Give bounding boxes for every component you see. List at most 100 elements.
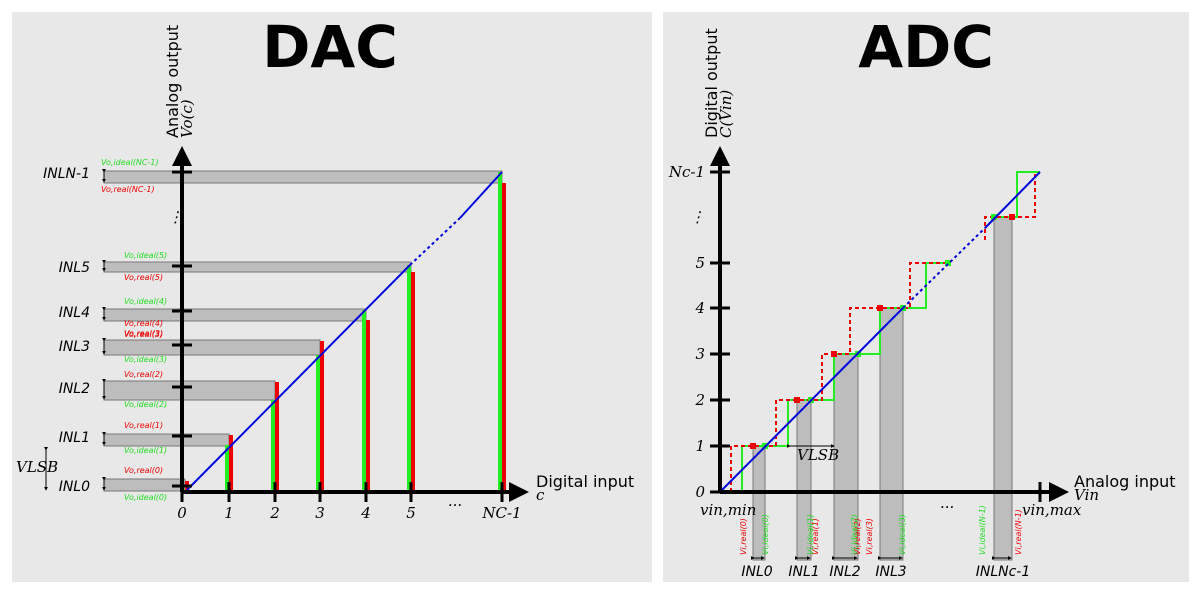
dac-ideal-label: Vo,ideal(3) (124, 355, 167, 364)
dac-inl-band (103, 170, 503, 184)
dac-x-tick-label: 1 (224, 504, 234, 522)
dac-real-bar (502, 183, 506, 492)
adc-inl-label: INL2 (829, 564, 860, 580)
dac-inl-band (103, 339, 321, 356)
dac-ideal-bar (316, 355, 320, 492)
dac-ideal-label: Vo,ideal(5) (124, 251, 167, 260)
dac-ideal-bar (225, 445, 229, 492)
adc-ideal-label-group: Vi,ideal(N-1) (978, 505, 987, 555)
dac-x-tick-label: ... (448, 492, 462, 510)
adc-y-tick-label: 0 (695, 483, 705, 501)
dac-inl-label: INLN-1 (43, 166, 90, 182)
dac-inl-label: INL5 (59, 260, 90, 276)
dac-real-bar (366, 320, 370, 492)
adc-bottom-labels: Vi,real(0) Vi,real(1) Vi,real(2) Vi,real(3)… (739, 505, 1030, 580)
adc-panel: ADC 0 1 2 3 4 5 ⋮ Nc-1 Analog input Vin Digital… (663, 12, 1189, 582)
adc-y-tick-label: 2 (694, 391, 705, 409)
adc-y-axis-title: Digital output C(Vin) (702, 28, 735, 138)
adc-x-max: vin,max (1022, 501, 1082, 519)
dac-y-axis-var: Vo(c) (178, 99, 196, 138)
dac-ideal-line-end (459, 171, 503, 219)
adc-real-label: Vi,real(1) (811, 518, 820, 555)
adc-real-point (794, 397, 800, 403)
dac-background (12, 12, 652, 582)
dac-inl-label: INL2 (59, 381, 90, 397)
adc-real-point (831, 351, 837, 357)
dac-vlsb: VLSB (16, 458, 58, 476)
adc-inl-bands (750, 216, 1013, 561)
adc-ideal-label-group: Vi,ideal(1) (806, 514, 815, 555)
dac-inl-labels: INL0 INL1 INL2 INL3 INL4 INL5 INLN-1 Vo,ideal(0… (43, 158, 192, 502)
dac-bars (181, 172, 506, 492)
adc-ideal-line (719, 307, 904, 493)
adc-real-label-group: Vi,real(0) (739, 518, 748, 555)
adc-real-label: Vi,real(2) (853, 518, 862, 555)
adc-x-dots: ... (940, 494, 954, 512)
adc-y-tick-label: 3 (695, 345, 705, 363)
adc-ideal-label: Vi,ideal(2) (850, 514, 859, 555)
dac-real-bar (320, 341, 324, 492)
dac-real-label: Vo,real(4) (124, 319, 163, 328)
dac-ideal-bar (362, 310, 366, 492)
adc-real-label: Vi,real(0) (739, 518, 748, 555)
adc-inl-band (833, 353, 859, 561)
adc-ideal-line-end (984, 171, 1041, 229)
dac-real-label: Vo,real(1) (124, 421, 163, 430)
dac-inl-band (103, 433, 230, 447)
adc-inl-label: INL1 (788, 564, 819, 580)
adc-ideal-label: Vi,ideal(1) (806, 514, 815, 555)
adc-y-tick-label: 5 (695, 254, 705, 272)
adc-ideal-label: Vi,ideal(N-1) (978, 505, 987, 555)
dac-x-tick-label: 2 (269, 504, 280, 522)
adc-y-axis-var: C(Vin) (717, 90, 735, 138)
adc-x-axis-var: Vin (1074, 486, 1099, 504)
adc-ideal-label-group: Vi,ideal(3) (898, 514, 907, 555)
adc-real-label-group: Vi,real(N-1) (1014, 509, 1023, 555)
dac-inl-bands (102, 168, 503, 492)
adc-real-label: Vi,real(3) (865, 518, 874, 555)
dac-inl-label: INL1 (59, 430, 90, 446)
adc-real-label-group: Vi,real(1) (811, 518, 820, 555)
adc-y-tick-label: 1 (695, 437, 705, 455)
dac-inl-label: INL4 (59, 305, 90, 321)
dac-inl-label: INL3 (59, 339, 90, 355)
adc-real-staircase (730, 172, 1036, 492)
dac-ideal-label: Vo,ideal(NC-1) (101, 158, 159, 167)
adc-real-label: Vi,real(N-1) (1014, 509, 1023, 555)
dac-real-label: Vo,real(3) (124, 330, 163, 339)
adc-ideal-label-group: Vi,ideal(2) (850, 514, 859, 555)
dac-y-axis-title: Analog output Vo(c) (163, 25, 196, 138)
adc-y-axis-label: Digital output (702, 28, 721, 138)
dac-x-axis-label: Digital input (536, 472, 634, 491)
dac-x-tick-label: NC-1 (481, 504, 521, 522)
dac-x-tick-label: 5 (406, 504, 416, 522)
adc-ideal-point (945, 260, 951, 266)
adc-y-tick-label: Nc-1 (668, 163, 705, 181)
dac-ideal-label: Vo,ideal(2) (124, 400, 167, 409)
adc-real-label-group: Vi,real(2) (853, 518, 862, 555)
dac-x-axis-var: c (536, 486, 545, 504)
adc-title: ADC (858, 13, 994, 81)
dac-x-tick-label: 0 (177, 504, 187, 522)
dac-real-label: Vo,real(2) (124, 370, 163, 379)
adc-ideal-label-group: Vi,ideal(0) (761, 514, 770, 555)
dac-y-dots: ⋮ (168, 208, 183, 226)
dac-y-axis-label: Analog output (163, 25, 182, 138)
dac-x-ticks: 0 1 2 3 4 5... NC-1 (177, 482, 522, 522)
dac-ideal-bar (271, 400, 275, 492)
adc-real-point (1009, 214, 1015, 220)
adc-real-label-group: Vi,real(3) (865, 518, 874, 555)
adc-inl-band (993, 216, 1013, 561)
dac-title: DAC (262, 13, 398, 81)
adc-inl-label: INLNc-1 (976, 564, 1031, 580)
dac-ideal-bar (407, 265, 411, 492)
dac-ideal-label: Vo,ideal(0) (124, 493, 167, 502)
dac-real-label: Vo,real(NC-1) (101, 185, 155, 194)
dac-ideal-label: Vo,ideal(4) (124, 297, 167, 306)
dac-x-tick-label: 4 (360, 504, 371, 522)
dac-real-bar (229, 435, 233, 492)
adc-x-axis-label: Analog input (1074, 472, 1176, 491)
adc-real-point (750, 443, 756, 449)
dac-ideal-bar (498, 172, 502, 492)
